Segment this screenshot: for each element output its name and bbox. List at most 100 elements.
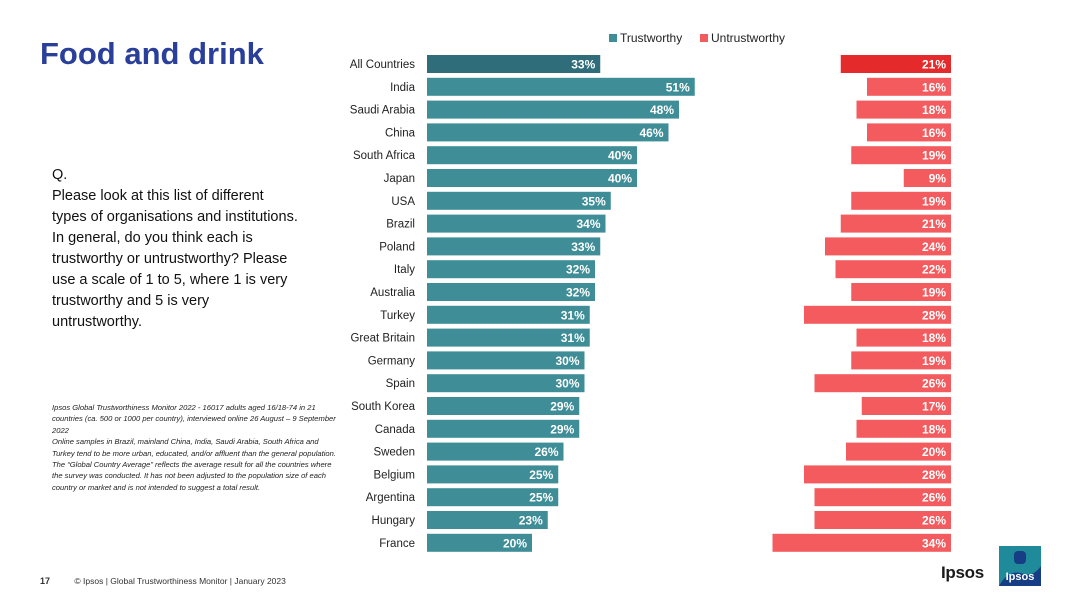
untrustworthy-bar [851,191,951,210]
question-text: Please look at this list of different ty… [52,188,298,330]
note-sample: Ipsos Global Trustworthiness Monitor 202… [52,403,336,435]
legend-swatch-trustworthy [609,34,617,42]
trustworthy-bar [427,237,601,256]
trustworthy-value-label: 31% [561,308,585,322]
category-label: Sweden [373,447,415,459]
trustworthy-bar [427,397,580,415]
untrustworthy-bar [851,283,951,301]
category-label: Argentina [366,492,416,504]
untrustworthy-value-label: 26% [922,377,946,391]
trustworthy-value-label: 33% [571,240,595,254]
untrustworthy-value-label: 18% [922,331,946,345]
untrustworthy-bar [867,77,951,96]
trustworthy-value-label: 29% [550,422,574,436]
untrustworthy-value-label: 20% [922,445,946,459]
category-label: Japan [384,173,415,185]
untrustworthy-bar [856,419,951,438]
untrustworthy-value-label: 19% [922,286,946,300]
untrustworthy-bar [856,100,951,119]
trustworthy-bar [427,351,585,370]
question-block: Q. Please look at this list of different… [52,165,302,333]
trustworthy-bar [427,442,564,461]
category-label: Poland [379,241,415,253]
trustworthy-bar [427,77,695,96]
trustworthy-value-label: 33% [571,58,595,72]
category-label: Canada [375,424,416,436]
category-label: India [390,82,416,94]
trustworthy-value-label: 51% [666,80,690,94]
category-label: South Africa [353,150,416,162]
untrustworthy-value-label: 21% [922,217,946,231]
trustworthy-value-label: 20% [503,536,527,550]
category-label: China [385,127,416,139]
untrustworthy-value-label: 19% [922,149,946,163]
untrustworthy-value-label: 26% [922,514,946,528]
note-country-average: The “Global Country Average” reflects th… [52,460,332,492]
untrustworthy-bar [814,488,951,507]
trustworthy-value-label: 23% [519,514,543,528]
category-label: Turkey [380,310,415,322]
untrustworthy-value-label: 28% [922,468,946,482]
question-label: Q. [52,167,68,183]
trustworthy-bar [427,100,679,119]
untrustworthy-value-label: 16% [922,126,946,140]
trustworthy-value-label: 30% [555,354,579,368]
trustworthy-bar [427,283,595,301]
logo-badge-text: Ipsos [1006,571,1035,583]
category-label: Brazil [386,219,415,231]
untrustworthy-value-label: 28% [922,308,946,322]
untrustworthy-value-label: 34% [922,536,946,550]
category-label: USA [391,196,415,208]
category-label: Australia [370,287,415,299]
footer-text: © Ipsos | Global Trustworthiness Monitor… [74,576,286,586]
untrustworthy-value-label: 18% [922,103,946,117]
untrustworthy-value-label: 9% [929,172,947,186]
trustworthy-bar [427,511,548,529]
trustworthy-value-label: 30% [555,377,579,391]
legend-label-untrustworthy: Untrustworthy [711,31,785,45]
untrustworthy-bar [772,533,951,552]
legend-swatch-untrustworthy [700,34,708,42]
untrustworthy-value-label: 19% [922,194,946,208]
trustworthy-bar [427,305,590,324]
untrustworthy-value-label: 19% [922,354,946,368]
trustworthy-bar [427,419,580,438]
note-online-samples: Online samples in Brazil, mainland China… [52,437,336,458]
untrustworthy-value-label: 21% [922,58,946,72]
untrustworthy-value-label: 17% [922,400,946,414]
untrustworthy-bar [851,146,951,165]
category-label: France [379,538,415,550]
untrustworthy-value-label: 26% [922,491,946,505]
trustworthy-value-label: 34% [576,217,600,231]
trustworthy-bar [427,465,559,484]
trustworthy-bar [427,533,532,552]
untrustworthy-value-label: 18% [922,422,946,436]
trustworthy-bar [427,191,611,210]
footer: 17 © Ipsos | Global Trustworthiness Moni… [40,576,286,586]
untrustworthy-bar [804,305,951,324]
untrustworthy-value-label: 16% [922,80,946,94]
trustworthy-bar [427,55,601,73]
category-label: Belgium [373,469,415,481]
ipsos-wordmark: Ipsos [941,563,984,582]
trustworthy-value-label: 32% [566,263,590,277]
ipsos-logo-icon: Ipsos [999,546,1041,586]
untrustworthy-bar [856,328,951,347]
untrustworthy-bar [840,214,951,233]
trustworthy-bar [427,214,606,233]
trustworthy-bar [427,488,559,507]
untrustworthy-bar [840,55,951,73]
untrustworthy-value-label: 22% [922,263,946,277]
category-label: South Korea [351,401,416,413]
trustworthy-value-label: 48% [650,103,674,117]
trustworthy-bar [427,328,590,347]
methodology-notes: Ipsos Global Trustworthiness Monitor 202… [52,402,342,493]
category-label: Hungary [372,515,416,527]
page-title: Food and drink [40,36,264,71]
trustworthy-value-label: 32% [566,286,590,300]
untrustworthy-bar [814,511,951,529]
trustworthy-value-label: 26% [534,445,558,459]
category-label: Spain [386,378,415,390]
page-number: 17 [40,576,51,586]
